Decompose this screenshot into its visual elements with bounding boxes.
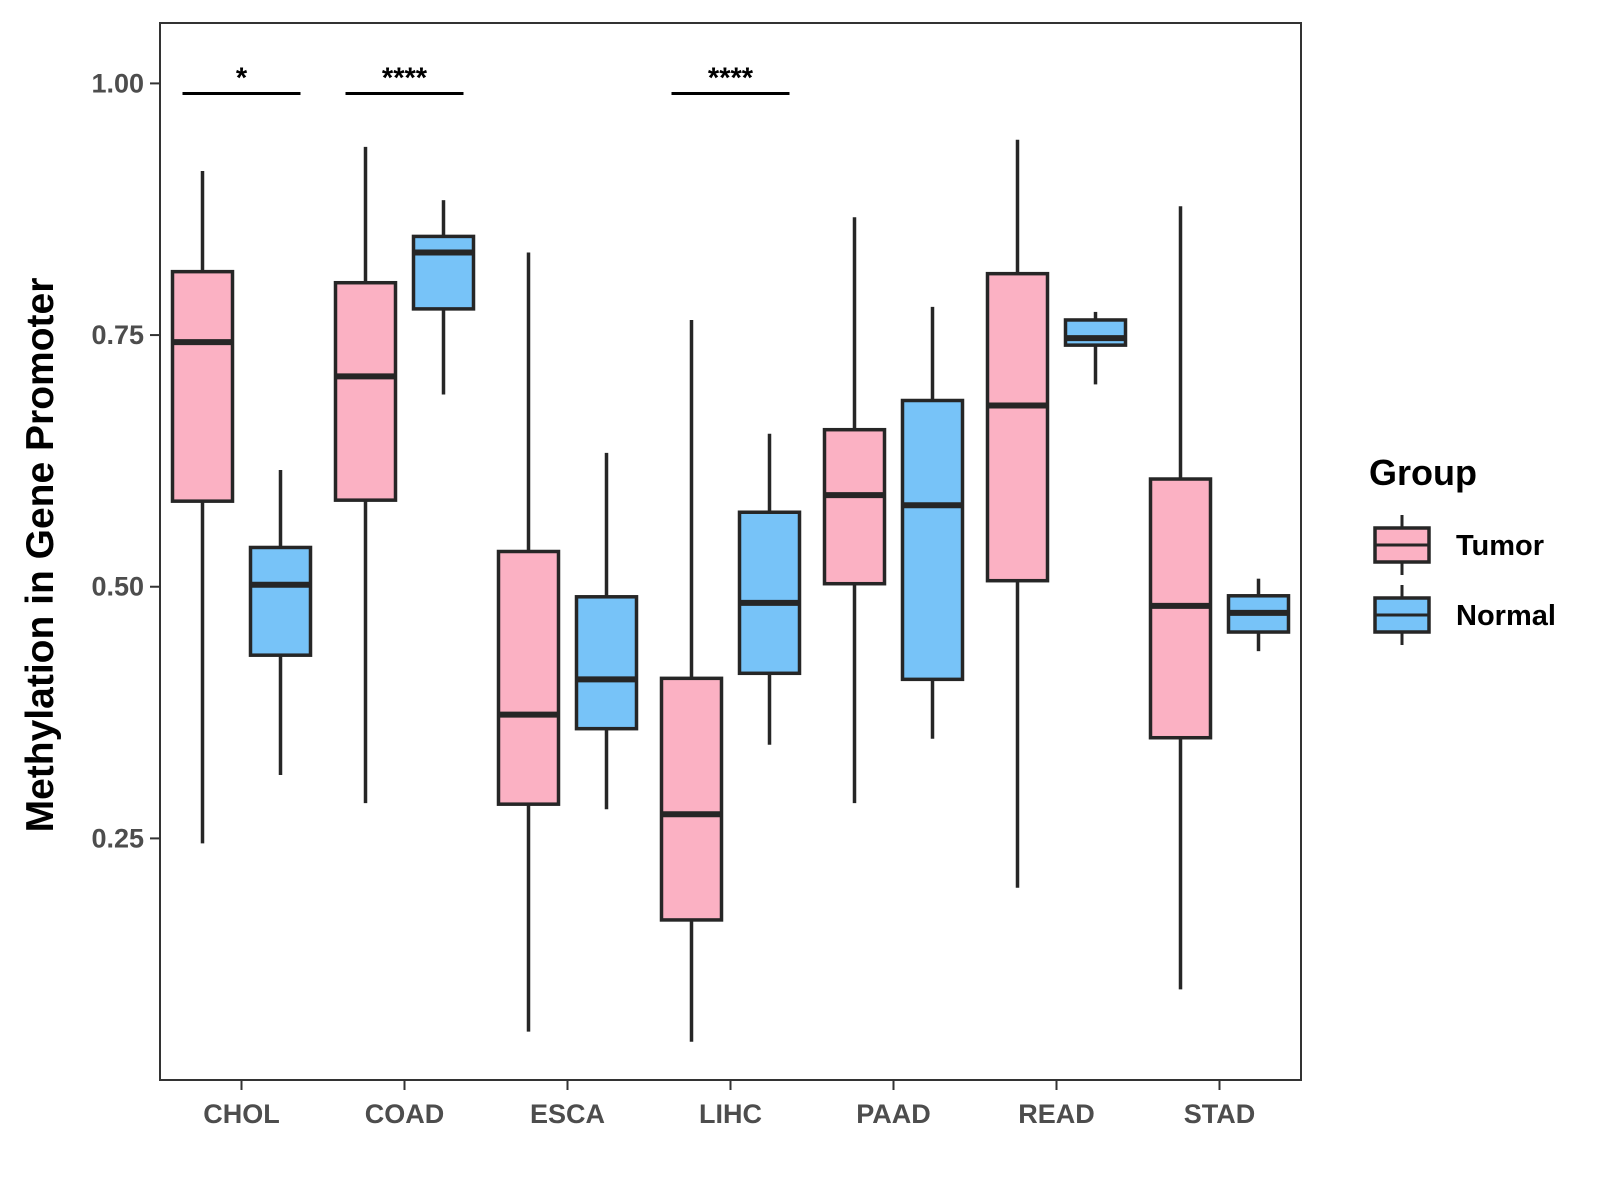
box-tumor-coad [333,146,398,804]
box-body [659,676,724,922]
box-body [170,269,235,503]
box-tumor-paad [822,217,887,804]
box-normal-stad [1226,578,1291,652]
box-body [822,427,887,586]
y-tick-label: 1.00 [91,68,144,98]
box-normal-esca [574,452,639,810]
significance-chol: * [182,62,301,95]
y-tick-label: 0.75 [91,320,144,350]
box-normal-lihc [737,433,802,745]
box-body [496,549,561,806]
x-tick-label: CHOL [203,1099,280,1129]
significance-annotations: * **** **** [182,62,790,95]
box-tumor-chol [170,170,235,844]
legend: Group Tumor Normal [1369,452,1556,645]
plot-panel-border [159,22,1302,1081]
legend-label: Normal [1456,600,1556,632]
y-axis-title: Methylation in Gene Promoter [19,278,62,833]
y-tick-label: 0.50 [91,572,144,602]
box-normal-paad [900,306,965,739]
significance-lihc: **** [671,62,790,95]
x-tick-label: STAD [1184,1099,1256,1129]
significance-coad: **** [345,62,464,95]
legend-items: Tumor Normal [1373,515,1556,645]
x-tick-label: COAD [365,1099,445,1129]
box-body [1063,318,1128,347]
box-normal-read [1063,311,1128,385]
box-body [248,545,313,657]
legend-label: Tumor [1456,530,1544,562]
significance-label: **** [382,62,428,94]
x-tick-label: PAAD [856,1099,931,1129]
x-tick-label: ESCA [530,1099,605,1129]
box-body [574,595,639,731]
x-tick-label: READ [1018,1099,1095,1129]
box-tumor-read [985,139,1050,888]
legend-item-tumor: Tumor [1373,515,1544,575]
x-tick-label: LIHC [699,1099,762,1129]
box-body [985,271,1050,583]
box-tumor-esca [496,252,561,1032]
boxes-layer [170,139,1291,1042]
significance-label: **** [708,62,754,94]
box-normal-chol [248,469,313,775]
box-body [333,280,398,502]
box-body [900,398,965,682]
significance-label: * [236,62,248,94]
box-tumor-stad [1148,206,1213,990]
legend-item-normal: Normal [1373,585,1556,645]
y-tick-label: 0.25 [91,823,144,853]
box-body [737,510,802,676]
box-normal-coad [411,200,476,395]
axes-layer: 0.25 0.50 0.75 1.00 CHOL COAD ESCA LIHC PAAD READ… [91,68,1255,1129]
legend-title: Group [1369,452,1477,493]
box-tumor-lihc [659,319,724,1042]
box-body [411,234,476,311]
